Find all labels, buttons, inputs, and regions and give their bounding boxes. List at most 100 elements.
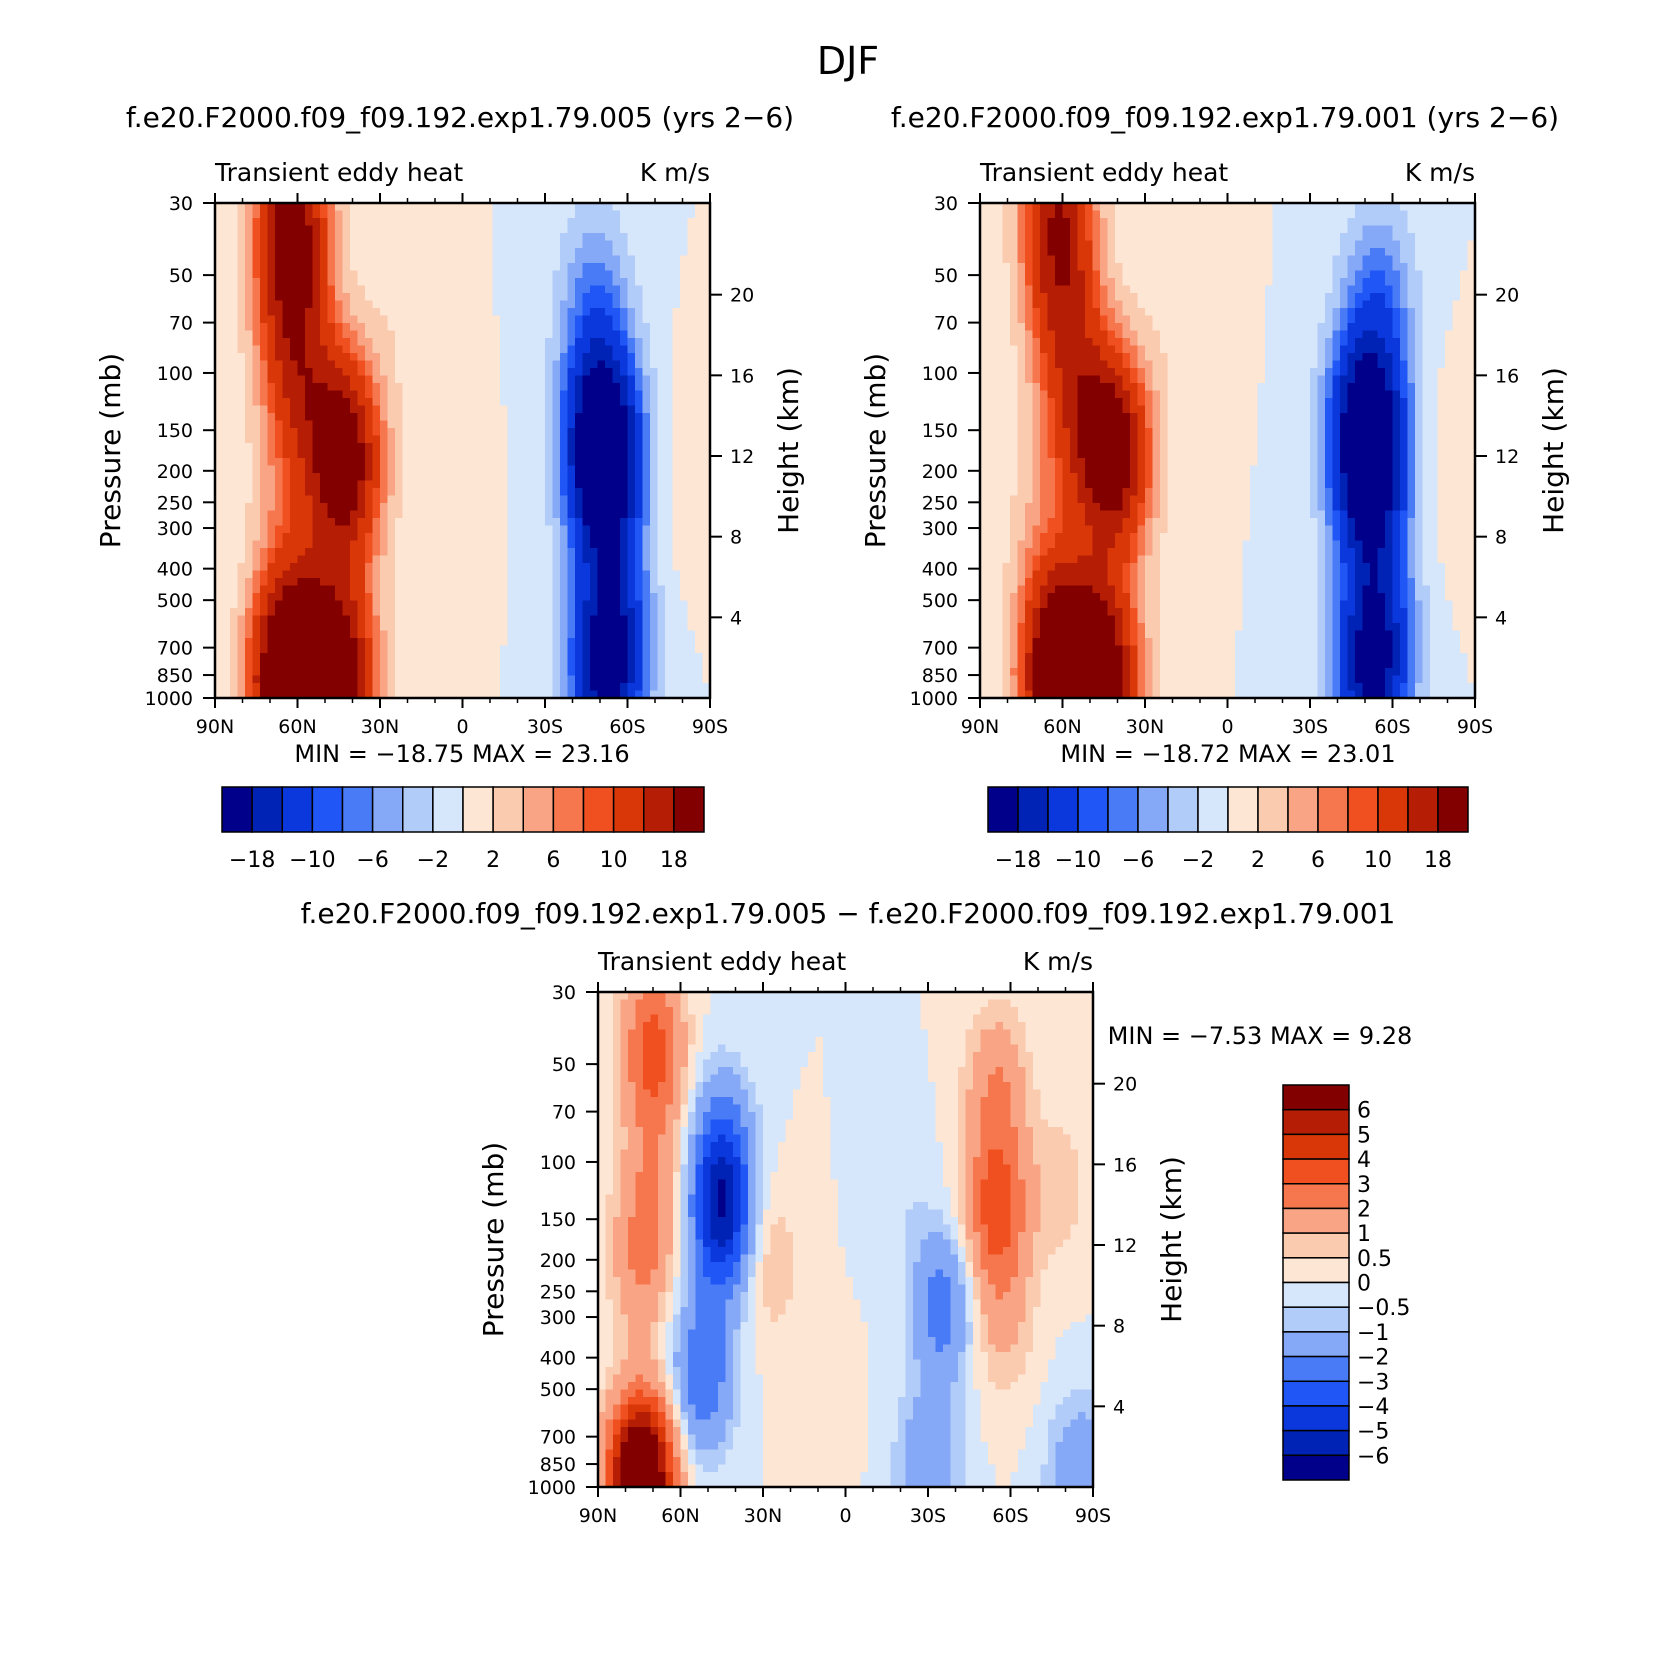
heatmap-cell (575, 623, 584, 632)
heatmap-cell (237, 660, 246, 669)
heatmap-cell (245, 458, 254, 467)
heatmap-cell (447, 330, 456, 339)
heatmap-cell (297, 248, 306, 257)
heatmap-cell (522, 615, 531, 624)
heatmap-cell (500, 383, 509, 392)
heatmap-cell (290, 510, 299, 519)
heatmap-cell (672, 480, 681, 489)
heatmap-cell (327, 360, 336, 369)
heatmap-cell (290, 255, 299, 264)
heatmap-cell (335, 345, 344, 354)
heatmap-cell (545, 488, 554, 497)
heatmap-cell (1272, 255, 1281, 264)
heatmap-cell (500, 623, 509, 632)
heatmap-cell (590, 210, 599, 219)
heatmap-cell (282, 285, 291, 294)
heatmap-cell (1025, 233, 1034, 242)
heatmap-cell (665, 398, 674, 407)
heatmap-cell (455, 270, 464, 279)
heatmap-cell (695, 233, 704, 242)
heatmap-cell (1467, 233, 1476, 242)
heatmap-cell (267, 578, 276, 587)
heatmap-cell (485, 203, 494, 212)
panel-exp005: f.e20.F2000.f09_f09.192.exp1.79.005 (yrs… (94, 101, 805, 768)
heatmap-cell (680, 360, 689, 369)
heatmap-cell (605, 323, 614, 332)
heatmap-cell (365, 263, 374, 272)
heatmap-cell (1145, 255, 1154, 264)
heatmap-cell (642, 525, 651, 534)
heatmap-cell (477, 593, 486, 602)
heatmap-cell (657, 345, 666, 354)
heatmap-cell (410, 240, 419, 249)
heatmap-cell (605, 533, 614, 542)
heatmap-cell (387, 420, 396, 429)
heatmap-cell (447, 360, 456, 369)
heatmap-cell (522, 495, 531, 504)
heatmap-cell (515, 533, 524, 542)
heatmap-cell (372, 398, 381, 407)
heatmap-cell (417, 263, 426, 272)
heatmap-cell (327, 225, 336, 234)
heatmap-cell (455, 488, 464, 497)
heatmap-cell (372, 690, 381, 699)
heatmap-cell (575, 488, 584, 497)
heatmap-cell (425, 315, 434, 324)
heatmap-cell (1392, 248, 1401, 257)
heatmap-cell (432, 533, 441, 542)
heatmap-cell (305, 683, 314, 692)
heatmap-cell (635, 488, 644, 497)
heatmap-cell (222, 623, 231, 632)
heatmap-cell (642, 383, 651, 392)
heatmap-cell (350, 495, 359, 504)
heatmap-cell (215, 480, 224, 489)
heatmap-cell (500, 323, 509, 332)
heatmap-cell (1250, 203, 1259, 212)
heatmap-cell (612, 435, 621, 444)
heatmap-cell (245, 660, 254, 669)
heatmap-cell (267, 308, 276, 317)
heatmap-cell (417, 555, 426, 564)
heatmap-cell (672, 495, 681, 504)
heatmap-cell (1317, 240, 1326, 249)
heatmap-cell (672, 255, 681, 264)
heatmap-cell (267, 563, 276, 572)
heatmap-cell (680, 240, 689, 249)
heatmap-cell (282, 540, 291, 549)
heatmap-cell (342, 450, 351, 459)
heatmap-cell (350, 375, 359, 384)
heatmap-cell (320, 450, 329, 459)
heatmap-cell (447, 540, 456, 549)
heatmap-cell (432, 638, 441, 647)
heatmap-cell (342, 540, 351, 549)
heatmap-cell (545, 638, 554, 647)
heatmap-cell (492, 638, 501, 647)
heatmap-cell (215, 383, 224, 392)
heatmap-cell (357, 690, 366, 699)
heatmap-cell (575, 338, 584, 347)
heatmap-cell (275, 428, 284, 437)
heatmap-cell (1445, 255, 1454, 264)
heatmap-cell (1205, 203, 1214, 212)
heatmap-cell (402, 390, 411, 399)
heatmap-cell (455, 248, 464, 257)
heatmap-cell (342, 555, 351, 564)
heatmap-cell (1070, 233, 1079, 242)
heatmap-cell (1407, 233, 1416, 242)
heatmap-cell (612, 615, 621, 624)
heatmap-cell (485, 315, 494, 324)
heatmap-cell (357, 330, 366, 339)
heatmap-cell (1137, 248, 1146, 257)
heatmap-cell (672, 233, 681, 242)
heatmap-cell (612, 255, 621, 264)
heatmap-cell (1182, 240, 1191, 249)
heatmap-cell (417, 360, 426, 369)
heatmap-cell (372, 518, 381, 527)
heatmap-cell (245, 345, 254, 354)
heatmap-cell (387, 623, 396, 632)
heatmap-cell (462, 548, 471, 557)
heatmap-cell (477, 345, 486, 354)
heatmap-cell (447, 383, 456, 392)
heatmap-cell (605, 218, 614, 227)
heatmap-cell (282, 615, 291, 624)
